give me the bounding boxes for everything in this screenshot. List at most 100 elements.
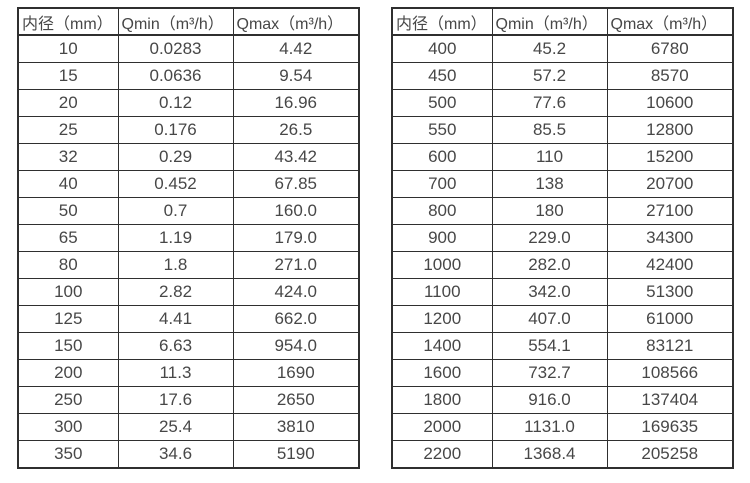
table-cell: 205258 xyxy=(606,440,734,469)
table-row: 125 4.41 662.0 xyxy=(17,305,360,333)
table-cell: 1600 xyxy=(391,359,493,387)
table-cell: 6.63 xyxy=(117,332,234,360)
table-cell: 1800 xyxy=(391,386,493,414)
table-row: 25 0.176 26.5 xyxy=(17,116,360,144)
table-cell: 25.4 xyxy=(117,413,234,441)
table-cell: 4.41 xyxy=(117,305,234,333)
table-cell: 169635 xyxy=(606,413,734,441)
table-row: 50 0.7 160.0 xyxy=(17,197,360,225)
table-cell: 229.0 xyxy=(491,224,608,252)
table-cell: 20700 xyxy=(606,170,734,198)
column-header: 内径（mm） xyxy=(17,7,119,36)
table-cell: 137404 xyxy=(606,386,734,414)
table-cell: 15200 xyxy=(606,143,734,171)
column-header: 内径（mm） xyxy=(391,7,493,36)
table-cell: 108566 xyxy=(606,359,734,387)
table-cell: 8570 xyxy=(606,62,734,90)
table-cell: 600 xyxy=(391,143,493,171)
table-body: 10 0.0283 4.42 15 0.0636 9.54 20 0.12 16.96 25 0.1… xyxy=(17,34,360,469)
table-cell: 700 xyxy=(391,170,493,198)
table-cell: 125 xyxy=(17,305,119,333)
table-cell: 26.5 xyxy=(232,116,360,144)
table-cell: 160.0 xyxy=(232,197,360,225)
table-row: 550 85.5 12800 xyxy=(391,116,734,144)
table-cell: 6780 xyxy=(606,34,734,63)
column-header: Qmax（m³/h） xyxy=(606,7,734,36)
table-cell: 50 xyxy=(17,197,119,225)
table-cell: 1.8 xyxy=(117,251,234,279)
table-row: 32 0.29 43.42 xyxy=(17,143,360,171)
table-cell: 5190 xyxy=(232,440,360,469)
table-row: 800 180 27100 xyxy=(391,197,734,225)
table-cell: 11.3 xyxy=(117,359,234,387)
table-cell: 27100 xyxy=(606,197,734,225)
table-row: 1200 407.0 61000 xyxy=(391,305,734,333)
table-cell: 83121 xyxy=(606,332,734,360)
table-cell: 250 xyxy=(17,386,119,414)
table-cell: 40 xyxy=(17,170,119,198)
table-cell: 43.42 xyxy=(232,143,360,171)
table-row: 2000 1131.0 169635 xyxy=(391,413,734,441)
table-cell: 20 xyxy=(17,89,119,117)
table-cell: 57.2 xyxy=(491,62,608,90)
table-cell: 1000 xyxy=(391,251,493,279)
table-cell: 0.176 xyxy=(117,116,234,144)
table-cell: 110 xyxy=(491,143,608,171)
table-row: 15 0.0636 9.54 xyxy=(17,62,360,90)
table-row: 2200 1368.4 205258 xyxy=(391,440,734,469)
table-row: 400 45.2 6780 xyxy=(391,34,734,63)
table-row: 20 0.12 16.96 xyxy=(17,89,360,117)
table-cell: 61000 xyxy=(606,305,734,333)
table-cell: 67.85 xyxy=(232,170,360,198)
table-cell: 1131.0 xyxy=(491,413,608,441)
table-cell: 51300 xyxy=(606,278,734,306)
table-cell: 0.0283 xyxy=(117,34,234,63)
table-row: 450 57.2 8570 xyxy=(391,62,734,90)
table-cell: 2650 xyxy=(232,386,360,414)
table-row: 700 138 20700 xyxy=(391,170,734,198)
table-row: 200 11.3 1690 xyxy=(17,359,360,387)
table-cell: 138 xyxy=(491,170,608,198)
table-cell: 34.6 xyxy=(117,440,234,469)
flow-spec-table-right: 内径（mm） Qmin（m³/h） Qmax（m³/h） 400 45.2 6780 45… xyxy=(391,7,734,469)
table-row: 150 6.63 954.0 xyxy=(17,332,360,360)
table-cell: 10 xyxy=(17,34,119,63)
table-cell: 0.7 xyxy=(117,197,234,225)
flow-spec-table-left: 内径（mm） Qmin（m³/h） Qmax（m³/h） 10 0.0283 4.42 1… xyxy=(17,7,360,469)
table-row: 300 25.4 3810 xyxy=(17,413,360,441)
table-row: 600 110 15200 xyxy=(391,143,734,171)
table-cell: 300 xyxy=(17,413,119,441)
table-cell: 0.12 xyxy=(117,89,234,117)
table-cell: 200 xyxy=(17,359,119,387)
table-cell: 342.0 xyxy=(491,278,608,306)
table-row: 1400 554.1 83121 xyxy=(391,332,734,360)
table-cell: 1690 xyxy=(232,359,360,387)
column-header: Qmin（m³/h） xyxy=(491,7,608,36)
table-cell: 900 xyxy=(391,224,493,252)
table-cell: 32 xyxy=(17,143,119,171)
table-row: 80 1.8 271.0 xyxy=(17,251,360,279)
table-row: 内径（mm） Qmin（m³/h） Qmax（m³/h） xyxy=(391,7,734,36)
table-cell: 2.82 xyxy=(117,278,234,306)
table-cell: 1400 xyxy=(391,332,493,360)
table-cell: 0.452 xyxy=(117,170,234,198)
table-header-row: 内径（mm） Qmin（m³/h） Qmax（m³/h） xyxy=(391,7,734,36)
table-row: 内径（mm） Qmin（m³/h） Qmax（m³/h） xyxy=(17,7,360,36)
table-cell: 282.0 xyxy=(491,251,608,279)
table-cell: 179.0 xyxy=(232,224,360,252)
table-row: 900 229.0 34300 xyxy=(391,224,734,252)
column-header: Qmin（m³/h） xyxy=(117,7,234,36)
table-cell: 350 xyxy=(17,440,119,469)
table-cell: 45.2 xyxy=(491,34,608,63)
table-cell: 34300 xyxy=(606,224,734,252)
table-row: 500 77.6 10600 xyxy=(391,89,734,117)
table-cell: 424.0 xyxy=(232,278,360,306)
table-row: 1000 282.0 42400 xyxy=(391,251,734,279)
table-cell: 662.0 xyxy=(232,305,360,333)
table-cell: 100 xyxy=(17,278,119,306)
table-row: 1600 732.7 108566 xyxy=(391,359,734,387)
table-cell: 80 xyxy=(17,251,119,279)
table-cell: 954.0 xyxy=(232,332,360,360)
table-row: 40 0.452 67.85 xyxy=(17,170,360,198)
